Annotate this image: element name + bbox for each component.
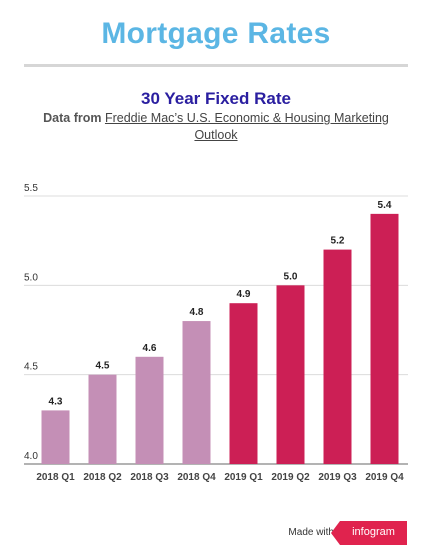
axis-labels: 4.0 4.5 5.0 5.5 2018 Q1 2018 Q2 2018 Q3 2018 Q4… xyxy=(24,183,404,483)
y-tick-label: 5.0 xyxy=(24,272,38,283)
source-prefix: Data from xyxy=(43,111,105,125)
x-tick-label: 2018 Q3 xyxy=(130,472,169,483)
bars xyxy=(41,213,399,464)
title-divider xyxy=(24,64,408,67)
data-label: 5.4 xyxy=(378,200,392,211)
x-tick-label: 2018 Q1 xyxy=(36,472,75,483)
bar-chart: 4.3 4.5 4.6 4.8 4.9 5.0 5.2 5.4 4.0 4.5 5.0 5.5 201… xyxy=(24,183,408,483)
chart-subtitle: Data from Freddie Mac’s U.S. Economic & … xyxy=(30,110,402,144)
badge-corner xyxy=(331,521,340,545)
x-tick-label: 2019 Q4 xyxy=(365,472,404,483)
x-tick-label: 2018 Q2 xyxy=(83,472,122,483)
bar[interactable] xyxy=(229,303,258,464)
bar[interactable] xyxy=(135,356,164,464)
bar[interactable] xyxy=(41,410,70,464)
x-tick-label: 2019 Q1 xyxy=(224,472,263,483)
chart-title: 30 Year Fixed Rate xyxy=(141,89,291,108)
bar[interactable] xyxy=(370,213,399,464)
footer: Made with infogram xyxy=(0,518,432,548)
bar[interactable] xyxy=(323,249,352,464)
made-with-text: Made with xyxy=(288,527,334,538)
data-label: 4.3 xyxy=(49,396,63,407)
y-tick-label: 4.0 xyxy=(24,451,38,462)
bar[interactable] xyxy=(276,285,305,464)
bar[interactable] xyxy=(88,374,117,464)
x-tick-label: 2019 Q2 xyxy=(271,472,310,483)
source-link[interactable]: Freddie Mac’s U.S. Economic & Housing Ma… xyxy=(104,111,389,142)
x-tick-label: 2018 Q4 xyxy=(177,472,216,483)
data-label: 4.5 xyxy=(96,361,110,372)
data-label: 4.8 xyxy=(190,307,204,318)
data-label: 5.2 xyxy=(331,236,345,247)
data-label: 5.0 xyxy=(284,271,298,282)
infogram-logo-text: infogram xyxy=(352,526,395,538)
y-tick-label: 5.5 xyxy=(24,183,38,194)
infogram-badge[interactable]: infogram xyxy=(331,521,407,545)
page-title: Mortgage Rates xyxy=(101,17,331,50)
value-labels: 4.3 4.5 4.6 4.8 4.9 5.0 5.2 5.4 xyxy=(49,200,392,408)
data-label: 4.9 xyxy=(237,289,251,300)
y-tick-label: 4.5 xyxy=(24,362,38,373)
bar[interactable] xyxy=(182,321,211,464)
data-label: 4.6 xyxy=(143,343,157,354)
x-tick-label: 2019 Q3 xyxy=(318,472,357,483)
